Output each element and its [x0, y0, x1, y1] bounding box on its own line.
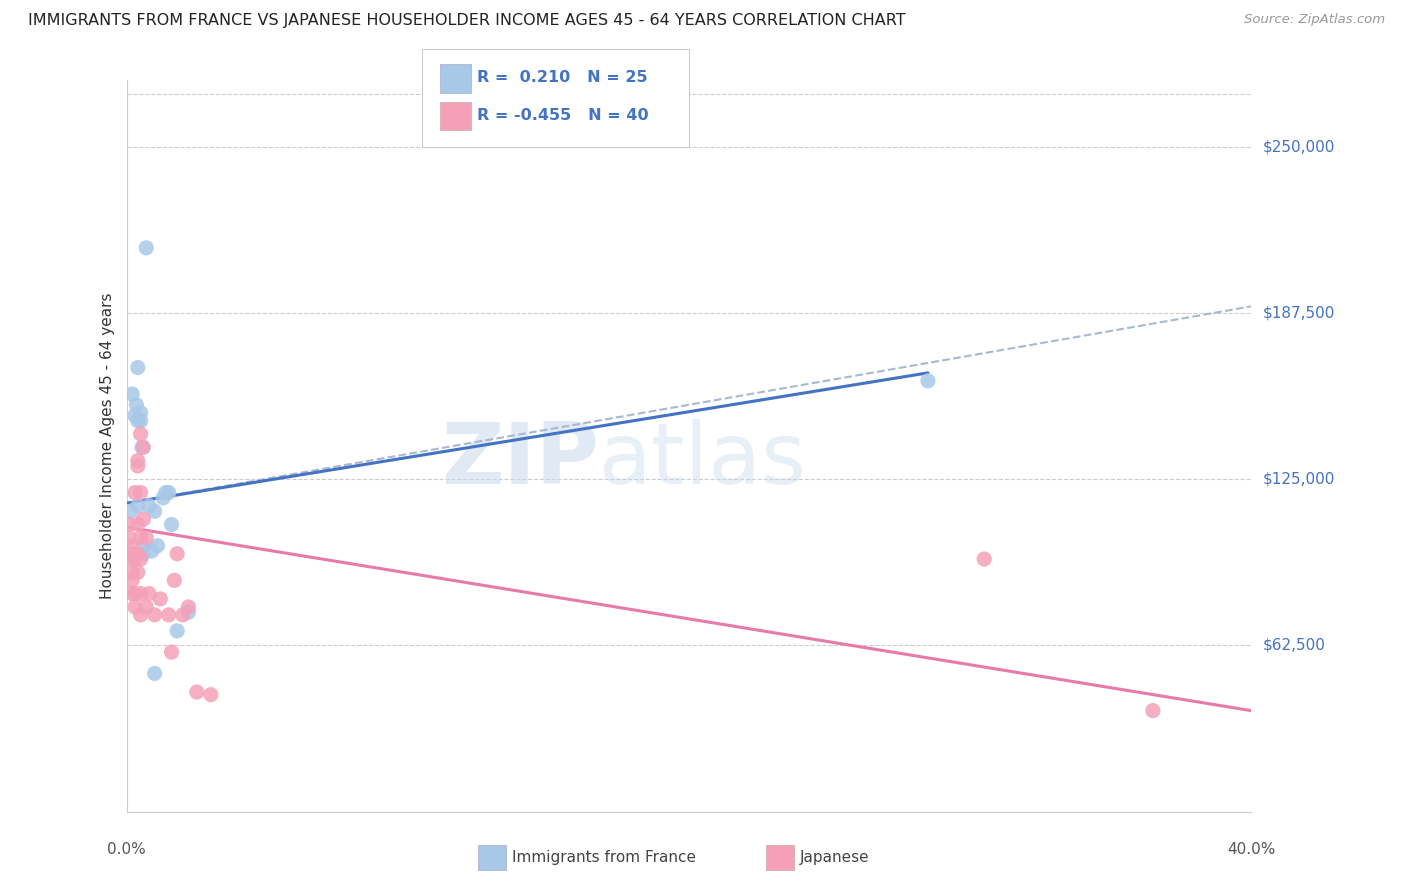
Point: [146, 539, 169, 553]
Point: [127, 360, 149, 375]
Text: R = -0.455   N = 40: R = -0.455 N = 40: [477, 109, 648, 123]
Point: [118, 517, 141, 532]
Point: [124, 552, 146, 566]
Point: [135, 241, 157, 255]
Point: [132, 539, 155, 553]
Point: [143, 666, 166, 681]
Point: [166, 547, 188, 561]
Text: Source: ZipAtlas.com: Source: ZipAtlas.com: [1244, 13, 1385, 27]
Point: [132, 512, 155, 526]
Point: [132, 440, 155, 454]
Point: [121, 566, 143, 580]
Point: [138, 499, 160, 513]
Point: [120, 539, 142, 553]
Text: 40.0%: 40.0%: [1227, 842, 1275, 857]
Point: [120, 504, 142, 518]
Point: [129, 586, 152, 600]
Point: [163, 574, 186, 588]
Point: [160, 645, 183, 659]
Text: $62,500: $62,500: [1263, 638, 1326, 653]
Point: [121, 574, 143, 588]
Point: [157, 607, 180, 622]
Point: [127, 517, 149, 532]
Point: [127, 547, 149, 561]
Point: [143, 504, 166, 518]
Point: [127, 453, 149, 467]
Point: [121, 547, 143, 561]
Point: [200, 688, 222, 702]
Point: [1142, 704, 1164, 718]
Point: [186, 685, 208, 699]
Point: [135, 531, 157, 545]
Text: 0.0%: 0.0%: [107, 842, 146, 857]
Point: [127, 414, 149, 428]
Point: [129, 406, 152, 420]
Point: [129, 552, 152, 566]
Point: [127, 458, 149, 473]
Text: atlas: atlas: [599, 419, 807, 502]
Point: [973, 552, 995, 566]
Point: [177, 605, 200, 619]
Point: [129, 427, 152, 442]
Text: IMMIGRANTS FROM FRANCE VS JAPANESE HOUSEHOLDER INCOME AGES 45 - 64 YEARS CORRELA: IMMIGRANTS FROM FRANCE VS JAPANESE HOUSE…: [28, 13, 905, 29]
Point: [141, 544, 163, 558]
Point: [124, 599, 146, 614]
Point: [129, 531, 152, 545]
Point: [152, 491, 174, 505]
Point: [177, 599, 200, 614]
Point: [157, 485, 180, 500]
Point: [124, 586, 146, 600]
Point: [121, 552, 143, 566]
Point: [127, 499, 149, 513]
Point: [124, 409, 146, 423]
Point: [129, 414, 152, 428]
Y-axis label: Householder Income Ages 45 - 64 years: Householder Income Ages 45 - 64 years: [100, 293, 115, 599]
Point: [149, 591, 172, 606]
Point: [132, 547, 155, 561]
Text: ZIP: ZIP: [441, 419, 599, 502]
Point: [155, 485, 177, 500]
Point: [135, 599, 157, 614]
Text: Immigrants from France: Immigrants from France: [512, 850, 696, 864]
Text: $187,500: $187,500: [1263, 306, 1334, 320]
Point: [125, 398, 148, 412]
Point: [160, 517, 183, 532]
Point: [121, 586, 143, 600]
Point: [917, 374, 939, 388]
Point: [172, 607, 194, 622]
Text: $250,000: $250,000: [1263, 139, 1334, 154]
Text: $125,000: $125,000: [1263, 472, 1334, 487]
Point: [118, 531, 141, 545]
Point: [129, 485, 152, 500]
Point: [129, 607, 152, 622]
Point: [166, 624, 188, 638]
Text: R =  0.210   N = 25: R = 0.210 N = 25: [477, 70, 647, 85]
Point: [138, 586, 160, 600]
Point: [131, 440, 153, 454]
Point: [143, 607, 166, 622]
Point: [127, 566, 149, 580]
Point: [124, 485, 146, 500]
Text: Japanese: Japanese: [800, 850, 870, 864]
Point: [121, 387, 143, 401]
